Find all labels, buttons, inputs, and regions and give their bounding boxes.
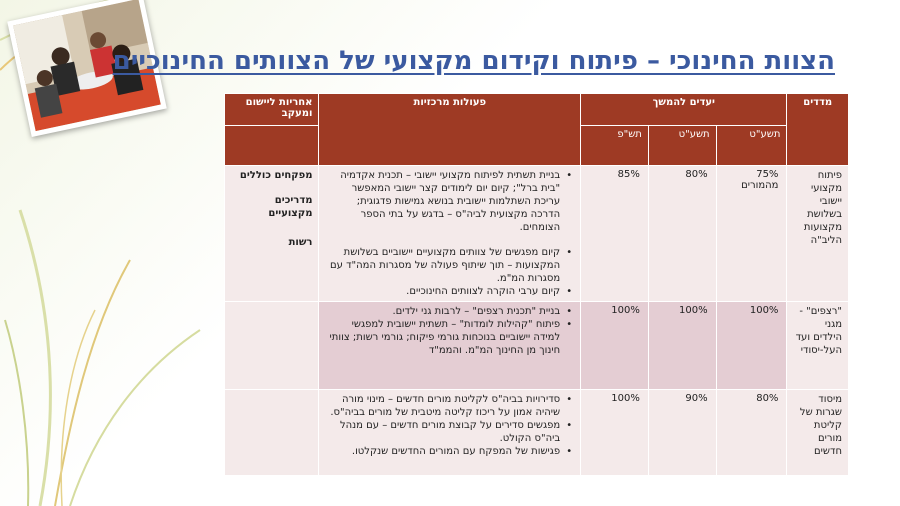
table-subheader-row: תשע"ט תשע"ט תש"פ (223, 125, 849, 166)
goals-header: יעדים להמשך (580, 93, 788, 126)
activity-item: קיום מפגשים של צוותים מקצועיים יישוביים … (325, 246, 572, 285)
activity-item: פיתוח "קהילות לומדות" – תשתית יישובית למ… (325, 318, 572, 357)
responsibility-header: אחריות ליישום ומעקב (223, 93, 320, 126)
table-header-row: מדדים יעדים להמשך פעולות מרכזיות אחריות … (223, 93, 849, 166)
responsibility-cell (223, 301, 320, 390)
goal-cell: 100% (580, 301, 649, 390)
page-title: הצוות החינוכי – פיתוח וקידום מקצועי של ה… (112, 46, 835, 76)
activity-item: סדירויות בביה"ס לקליטת מורים חדשים – מינ… (325, 393, 572, 419)
goal-cell: 100% (647, 301, 717, 390)
goal-cell: 85% (580, 165, 649, 302)
table-row: "רצפים" - מגני הילדים ועד העל-יסודי 100%… (223, 301, 849, 390)
activity-item: קיום ערבי הוקרה לצוותים החינוכיים. (325, 285, 572, 298)
activities-header: פעולות מרכזיות (318, 93, 582, 166)
goal-cell: 90% (647, 389, 717, 476)
year-header: תשע"ט (647, 125, 717, 166)
table-row: פיתוח מקצועי יישובי בשלושת מקצועות הליב"… (223, 165, 849, 302)
year-header: תשע"ט (715, 125, 788, 166)
activity-item: מפגשים סדירים על קבוצת מורים חדשים – עם … (325, 419, 572, 445)
year-header: תש"פ (580, 125, 649, 166)
indicator-cell: מיסוד שגרות של קליטת מורים חדשים (786, 389, 849, 476)
responsibility-item: רשות (288, 237, 313, 248)
activities-cell: בניית תשתית לפיתוח מקצועי יישובי – תכנית… (318, 165, 582, 302)
goal-cell: 75% מהמורים (715, 165, 788, 302)
activities-cell: בניית "תכנית רצפים" – לרבות גני ילדים. פ… (318, 301, 582, 390)
activities-cell: סדירויות בביה"ס לקליטת מורים חדשים – מינ… (318, 389, 582, 476)
goal-cell: 80% (715, 389, 788, 476)
responsibility-item: מפקחים כוללים (239, 170, 313, 181)
goal-cell: 100% (580, 389, 649, 476)
table-row: מיסוד שגרות של קליטת מורים חדשים 80% 90%… (223, 389, 849, 476)
responsibility-item: מדריכים מקצועיים (268, 195, 313, 219)
responsibility-cell (223, 389, 320, 476)
responsibility-subheader (223, 125, 320, 166)
indicators-header: מדדים (786, 93, 849, 166)
indicator-cell: "רצפים" - מגני הילדים ועד העל-יסודי (786, 301, 849, 390)
goals-table: מדדים יעדים להמשך פעולות מרכזיות אחריות … (223, 93, 849, 476)
activity-item: פגישות של המפקח עם המורים החדשים שנקלטו. (325, 445, 572, 458)
classroom-photo (7, 0, 167, 138)
goal-cell: 80% (647, 165, 717, 302)
goal-cell: 100% (715, 301, 788, 390)
responsibility-cell: מפקחים כוללים מדריכים מקצועיים רשות (223, 165, 320, 302)
indicator-cell: פיתוח מקצועי יישובי בשלושת מקצועות הליב"… (786, 165, 849, 302)
activity-item: בניית תשתית לפיתוח מקצועי יישובי – תכנית… (325, 169, 572, 234)
activity-item: בניית "תכנית רצפים" – לרבות גני ילדים. (325, 305, 571, 318)
